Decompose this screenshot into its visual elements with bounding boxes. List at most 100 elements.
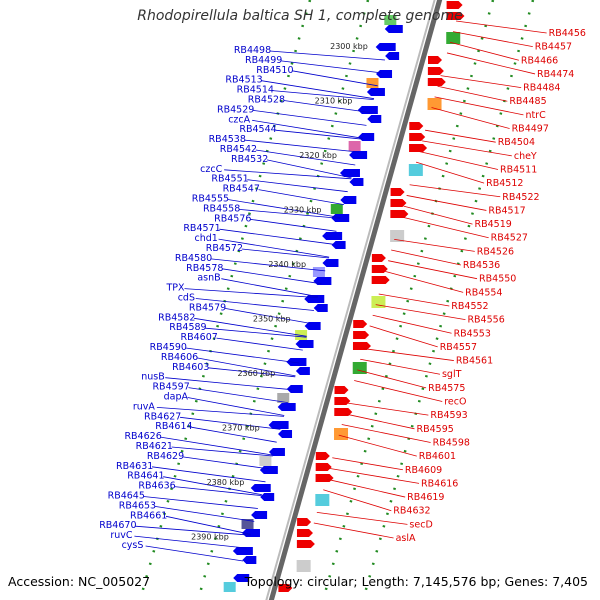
- gene-arrow-left-8: [367, 115, 382, 123]
- gene-arrow-left-18: [331, 241, 346, 249]
- kbp-tick-label: 2360 kbp: [237, 369, 275, 378]
- kbp-tick-label: 2320 kbp: [299, 151, 337, 160]
- left-gene-label: RB4576: [214, 213, 251, 224]
- left-leader-line: [272, 90, 374, 100]
- right-gene-label: RB4598: [433, 437, 470, 448]
- right-gene-label: RB4575: [428, 383, 465, 394]
- left-gene-label: ruvC: [110, 530, 133, 541]
- right-leader-line: [394, 238, 475, 252]
- left-leader-line: [227, 199, 341, 218]
- left-gene-label: RB4607: [180, 332, 217, 343]
- right-leader-line: [344, 413, 415, 430]
- left-gene-label: RB4603: [172, 362, 209, 373]
- gene-arrow-left-36: [259, 466, 278, 474]
- gene-arrow-left-31: [277, 403, 296, 411]
- left-leader-line: [182, 456, 270, 470]
- gene-arrow-right-59: [390, 210, 409, 218]
- left-leader-line: [208, 367, 296, 378]
- left-gene-label: czcC: [200, 164, 222, 175]
- gene-arrow-left-12: [339, 169, 360, 177]
- map-title: Rhodopirellula baltica SH 1, complete ge…: [137, 8, 463, 24]
- left-gene-label: RB4621: [136, 441, 173, 452]
- right-leader-line: [409, 184, 501, 198]
- gene-arrow-right-57: [390, 188, 405, 196]
- left-gene-label: cdS: [178, 293, 195, 304]
- right-gene-label: RB4554: [465, 287, 502, 298]
- left-leader-line: [292, 70, 378, 87]
- right-leader-line: [363, 348, 454, 361]
- left-gene-label: RB4547: [223, 184, 260, 195]
- left-gene-label: RB4532: [231, 154, 268, 165]
- left-gene-label: RB4528: [248, 95, 285, 106]
- right-leader-line: [449, 41, 520, 61]
- left-gene-label: czcA: [228, 114, 250, 125]
- gene-arrow-right-81: [278, 584, 293, 592]
- left-gene-label: RB4645: [108, 491, 145, 502]
- gene-arrow-left-39: [251, 511, 268, 519]
- gene-arrow-right-74: [315, 463, 332, 471]
- left-leader-line: [255, 149, 356, 166]
- left-gene-label: RB4558: [203, 203, 240, 214]
- left-gene-label: RB4578: [186, 263, 223, 274]
- left-gene-label: RB4498: [234, 45, 271, 56]
- left-leader-line: [216, 337, 303, 351]
- gene-arrow-right-73: [315, 452, 330, 460]
- left-gene-label: RB4606: [161, 352, 198, 363]
- backbone-shadow: [265, 0, 436, 600]
- right-gene-label: RB4485: [509, 96, 546, 107]
- kbp-tick-label: 2370 kbp: [222, 424, 260, 433]
- right-gene-label: RB4550: [479, 274, 516, 285]
- left-leader-line: [165, 377, 292, 391]
- right-gene-label: RB4632: [393, 506, 430, 517]
- left-leader-line: [171, 446, 273, 457]
- left-gene-label: RB4538: [209, 134, 246, 145]
- gene-arrow-left-27: [286, 358, 307, 366]
- left-leader-line: [275, 129, 363, 140]
- gene-arrow-right-78: [296, 529, 313, 537]
- left-leader-line: [266, 159, 352, 179]
- left-gene-label: RB4631: [116, 461, 153, 472]
- left-leader-line: [224, 169, 352, 180]
- left-leader-line: [205, 327, 307, 338]
- left-leader-line: [151, 466, 266, 483]
- kbp-tick-label: 2390 kbp: [191, 533, 229, 542]
- right-leader-line: [369, 325, 438, 348]
- left-leader-line: [210, 258, 326, 272]
- left-gene-label: RB4589: [169, 322, 206, 333]
- left-leader-line: [187, 397, 285, 416]
- left-leader-line: [250, 218, 337, 232]
- gene-arrow-right-63: [371, 276, 390, 284]
- left-gene-label: RB4542: [220, 144, 257, 155]
- left-gene-label: RB4580: [175, 253, 212, 264]
- gene-box-left-10: [348, 141, 361, 151]
- left-leader-line: [160, 436, 274, 456]
- gene-arrow-left-24: [304, 322, 321, 330]
- left-leader-line: [194, 317, 307, 337]
- right-leader-line: [329, 468, 420, 484]
- right-leader-line: [391, 249, 461, 266]
- left-leader-line: [238, 209, 341, 219]
- right-leader-line: [437, 85, 508, 102]
- right-leader-line: [440, 75, 522, 88]
- kbp-tick-label: 2330 kbp: [284, 206, 322, 215]
- right-gene-label: RB4466: [521, 55, 558, 66]
- left-gene-label: RB4590: [150, 342, 187, 353]
- left-leader-line: [185, 347, 300, 364]
- gene-arrow-left-13: [349, 178, 364, 186]
- gene-arrow-right-58: [390, 199, 407, 207]
- left-leader-line: [165, 515, 251, 535]
- right-leader-line: [431, 107, 510, 129]
- right-gene-label: RB4511: [500, 164, 537, 175]
- gene-arrow-left-6: [366, 88, 385, 96]
- gene-arrow-right-62: [371, 265, 388, 273]
- gene-arrow-left-29: [286, 385, 303, 393]
- gene-arrow-right-67: [352, 342, 371, 350]
- gene-arrow-right-46: [446, 1, 463, 9]
- right-leader-line: [400, 216, 489, 239]
- right-gene-label: RB4536: [463, 260, 500, 271]
- left-leader-line: [269, 50, 386, 61]
- right-gene-label: cheY: [514, 151, 537, 162]
- left-leader-line: [154, 506, 255, 522]
- right-leader-line: [452, 31, 533, 48]
- left-gene-label: RB4636: [138, 481, 175, 492]
